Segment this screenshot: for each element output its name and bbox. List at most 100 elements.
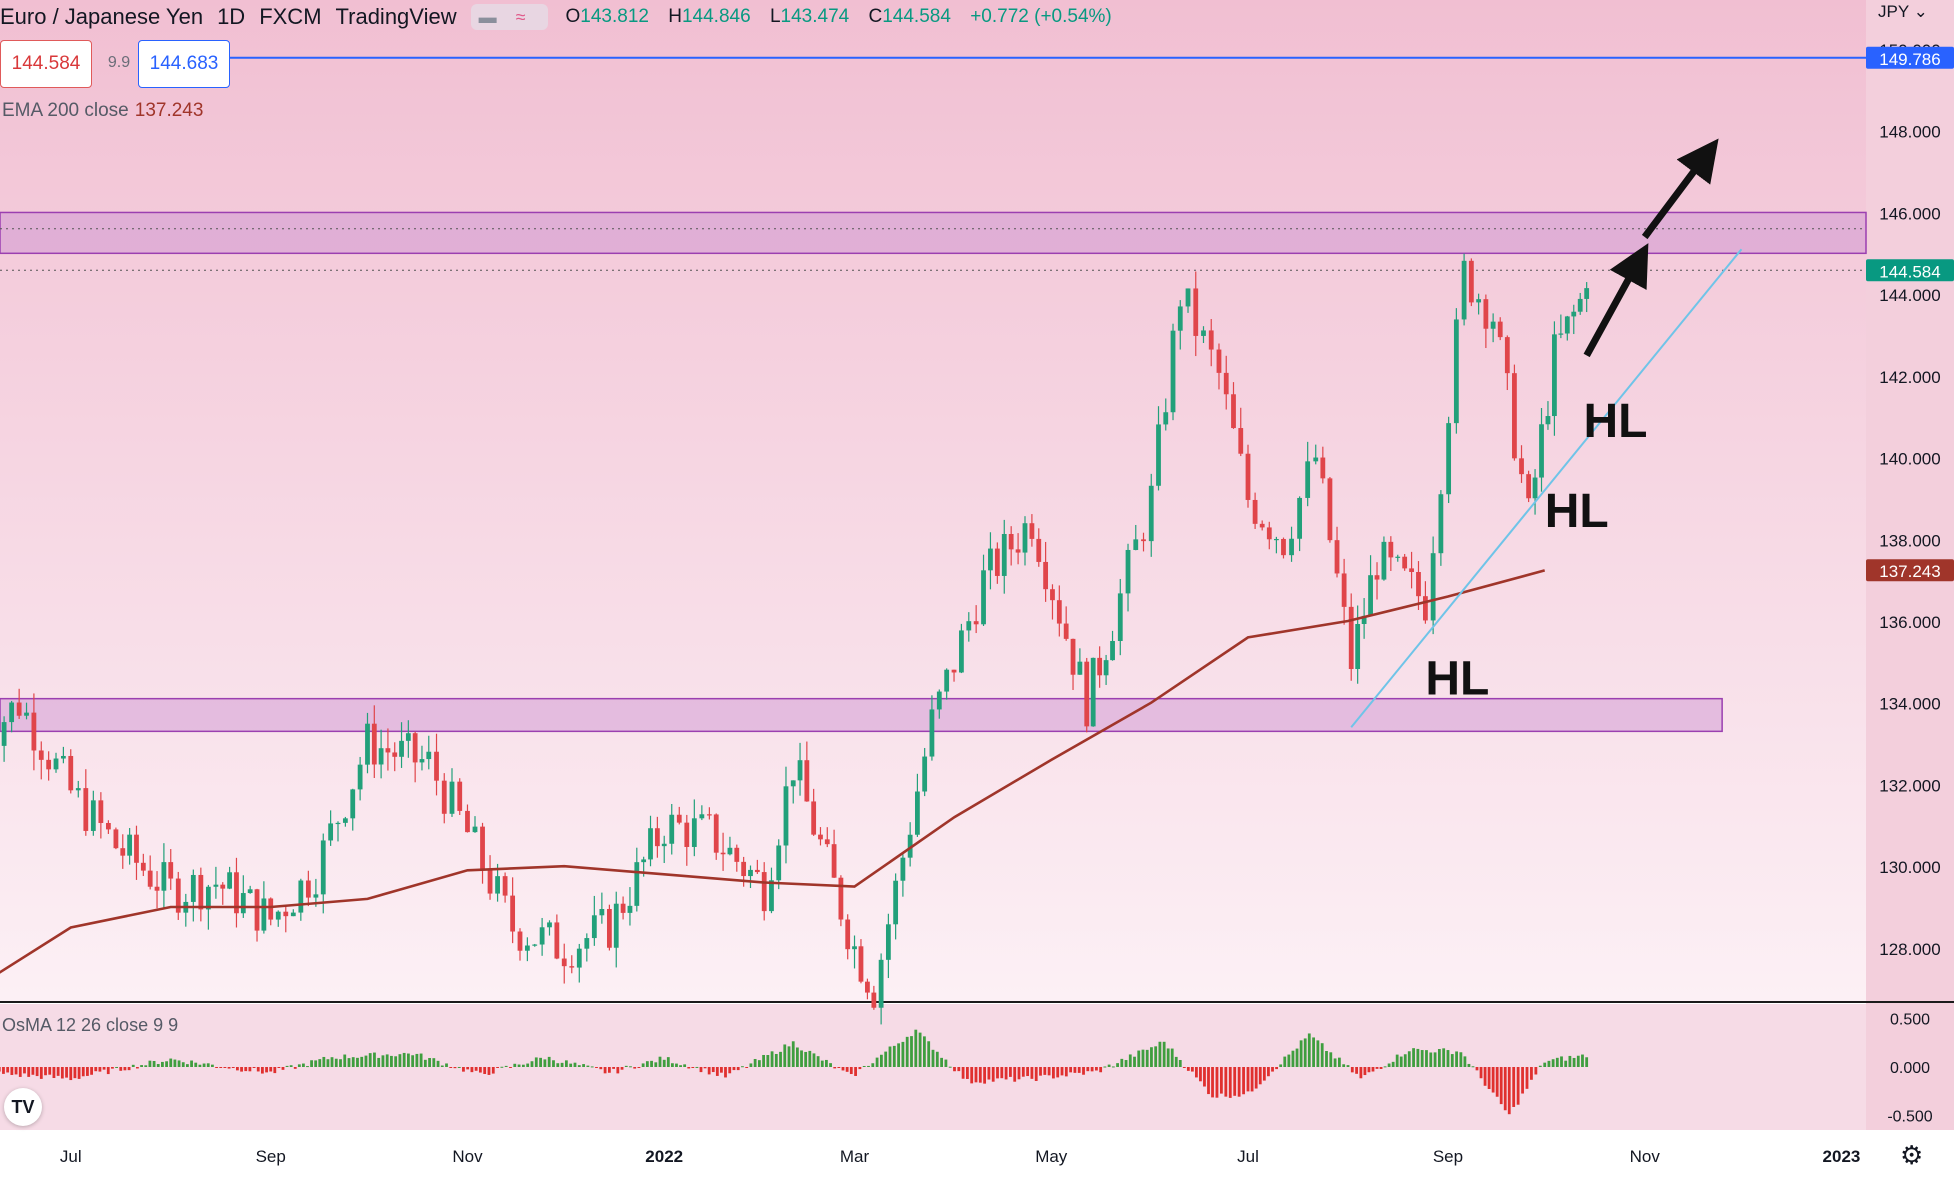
osma-bar (1170, 1048, 1174, 1067)
osma-bar (256, 1067, 260, 1072)
osma-bar (1512, 1067, 1516, 1107)
osma-bar (699, 1067, 703, 1073)
osma-bar (2, 1067, 5, 1074)
osma-bar (953, 1067, 956, 1072)
candle-body (268, 898, 274, 920)
osma-bar (1507, 1067, 1511, 1115)
osma-bar (791, 1041, 795, 1067)
osma-bar (787, 1046, 791, 1067)
osma-bar (1178, 1059, 1182, 1067)
osma-bar (39, 1067, 43, 1079)
osma-bar (1219, 1067, 1223, 1094)
candle-body (412, 733, 418, 763)
candle-body (517, 931, 523, 951)
candle-body (1327, 478, 1333, 541)
tradingview-logo-icon[interactable]: TV (4, 1088, 42, 1126)
osma-bar (173, 1059, 177, 1067)
osma-bar (662, 1059, 666, 1067)
candle-body (1050, 589, 1055, 601)
osma-bar (415, 1053, 419, 1067)
candle-body (1193, 288, 1199, 336)
candle-body (1266, 527, 1272, 540)
interval-label[interactable]: 1D (217, 4, 246, 29)
osma-bar (1137, 1050, 1141, 1067)
osma-legend[interactable]: OsMA 12 26 close 9 9 (2, 1015, 179, 1035)
currency-menu[interactable]: JPY ⌄ (1878, 2, 1928, 21)
hline-price-tag: 149.786 (1879, 50, 1940, 69)
osma-bar (453, 1067, 457, 1069)
osma-bar (1479, 1067, 1483, 1079)
candle-body (290, 912, 296, 917)
osma-bar (1346, 1065, 1350, 1067)
osma-bar (987, 1067, 991, 1080)
candle-body (405, 733, 411, 741)
ema-legend[interactable]: EMA 200 close 137.243 (2, 100, 203, 122)
osma-bar (1030, 1067, 1034, 1079)
y-tick-label: 134.000 (1879, 695, 1940, 714)
osma-bar (1395, 1054, 1399, 1067)
y-tick-label: 130.000 (1879, 858, 1940, 877)
candle-body (365, 723, 370, 765)
osma-bar (1158, 1041, 1162, 1067)
osma-bar (73, 1067, 77, 1079)
candle-body (1148, 485, 1154, 542)
x-tick-label: Sep (1433, 1147, 1463, 1166)
symbol-title[interactable]: Euro / Japanese Yen (0, 4, 204, 29)
candle-body (31, 712, 37, 751)
osma-bar (679, 1065, 682, 1067)
y-tick-label: 144.000 (1879, 286, 1940, 305)
osma-bar (474, 1067, 478, 1071)
osma-bar (888, 1046, 892, 1067)
osma-bar (1009, 1067, 1012, 1077)
osma-bar (875, 1057, 879, 1067)
osma-bar (1287, 1054, 1291, 1067)
osma-bar (194, 1062, 198, 1067)
osma-bar (102, 1067, 106, 1070)
candle-body (569, 966, 575, 968)
osma-bar (1355, 1067, 1358, 1074)
buy-price-button[interactable]: 144.683 (138, 40, 230, 88)
osma-bar (670, 1063, 674, 1067)
collapse-toggle[interactable]: ▬ ≈ (470, 4, 548, 30)
osma-bar (914, 1029, 918, 1067)
candle-body (275, 911, 281, 920)
osma-bar (198, 1064, 202, 1067)
gear-icon[interactable]: ⚙ (1900, 1140, 1924, 1170)
osma-bar (500, 1066, 504, 1068)
osma-bar (1560, 1056, 1563, 1067)
candle-body (1461, 260, 1467, 320)
osma-bar (871, 1063, 875, 1067)
y-tick-label: 140.000 (1879, 450, 1940, 469)
candle-body (38, 750, 44, 760)
osma-bar (595, 1067, 598, 1068)
candle-body (1483, 299, 1489, 329)
osma-bar (858, 1067, 862, 1070)
osma-bar (436, 1060, 440, 1067)
candle-body (495, 876, 500, 894)
osma-bar (728, 1067, 732, 1074)
osma-bar (1069, 1067, 1073, 1073)
candle-body (24, 712, 29, 716)
osma-bar (326, 1059, 330, 1067)
osma-bar (289, 1065, 293, 1067)
candle-body (734, 847, 740, 862)
osma-bar (974, 1067, 978, 1083)
candle-body (741, 861, 747, 877)
osma-bar (884, 1051, 888, 1067)
osma-bar (231, 1067, 235, 1068)
candle-body (487, 870, 493, 894)
osma-bar (931, 1049, 935, 1067)
osma-bar (318, 1059, 322, 1067)
sell-price-button[interactable]: 144.584 (0, 40, 92, 88)
candle-body (1490, 321, 1496, 329)
candle-body (576, 948, 582, 968)
osma-bar (1242, 1067, 1245, 1095)
osma-bar (398, 1054, 402, 1067)
candle-body (648, 828, 653, 860)
candle-body (1029, 523, 1035, 539)
osma-bar (691, 1067, 695, 1068)
osma-bar (825, 1059, 828, 1067)
osma-bar (1403, 1054, 1407, 1067)
